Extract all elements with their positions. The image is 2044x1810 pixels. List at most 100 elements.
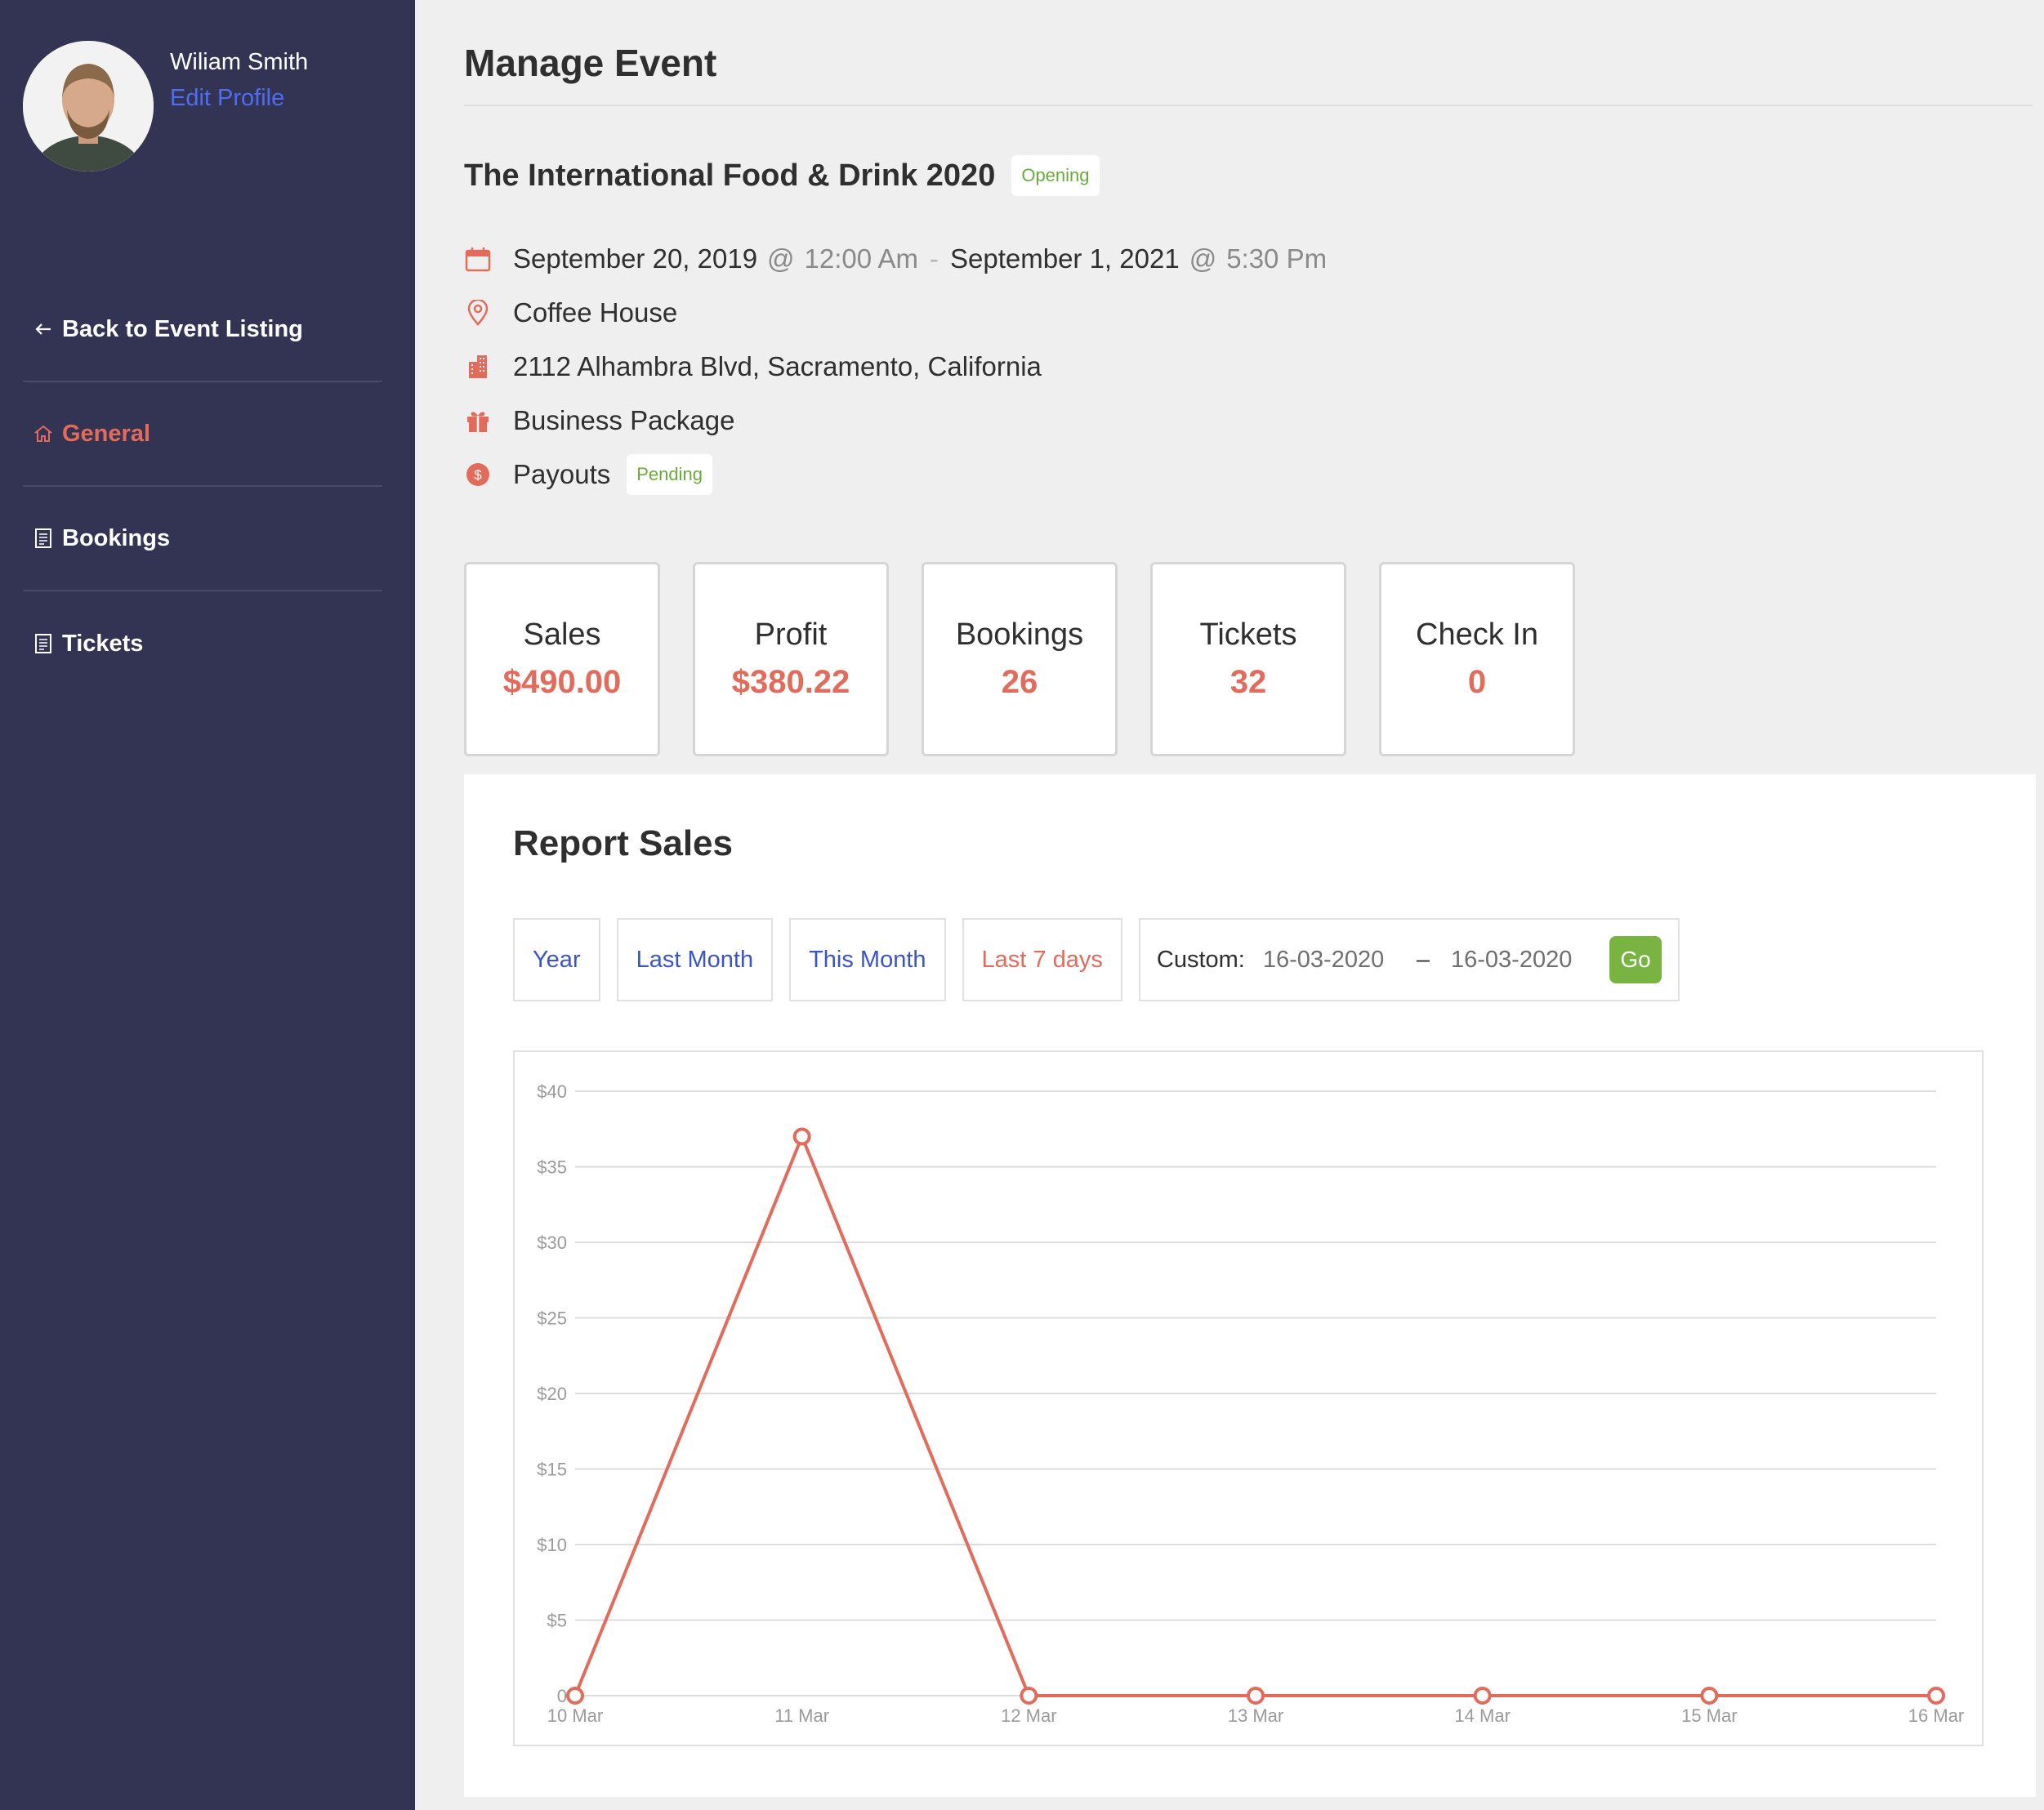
stat-value: 32 [1230,664,1267,700]
y-tick-label: $40 [537,1081,567,1102]
date-from-input[interactable] [1262,946,1402,974]
report-sales-panel: Report Sales Year Last Month This Month … [464,774,2036,1797]
y-tick-label: $15 [537,1460,567,1480]
filter-this-month-button[interactable]: This Month [789,918,946,1001]
package-name: Business Package [513,405,735,435]
svg-text:$: $ [474,467,482,483]
date-to-input[interactable] [1451,946,1590,974]
event-address: 2112 Alhambra Blvd, Sacramento, Californ… [464,340,1327,394]
calendar-icon [464,245,492,273]
stat-card-profit: Profit $380.22 [693,562,889,756]
stat-card-check-in: Check In 0 [1379,562,1575,756]
data-point [1247,1687,1265,1705]
custom-label: Custom: [1156,946,1245,973]
back-label: Back to Event Listing [62,315,303,342]
x-tick-label: 11 Mar [774,1705,829,1726]
filter-year-button[interactable]: Year [513,918,600,1001]
payouts-status-badge: Pending [627,454,712,495]
y-tick-label: $35 [537,1157,567,1178]
main-content: Manage Event The International Food & Dr… [415,0,2044,1810]
data-point [1700,1687,1719,1705]
event-details: September 20, 2019 @ 12:00 Am - Septembe… [464,232,1327,502]
stat-value: 26 [1001,664,1038,700]
filter-last-7-days-button[interactable]: Last 7 days [962,918,1122,1001]
sidebar-item-bookings[interactable]: Bookings [23,487,382,591]
gift-icon [464,407,492,435]
report-title: Report Sales [513,823,733,863]
avatar[interactable] [23,41,154,172]
data-point [1927,1687,1945,1705]
x-tick-label: 13 Mar [1228,1705,1283,1726]
stat-label: Check In [1416,617,1538,652]
home-icon [33,423,54,444]
event-venue: Coffee House [464,286,1327,340]
edit-profile-link[interactable]: Edit Profile [170,85,285,111]
address-text: 2112 Alhambra Blvd, Sacramento, Californ… [513,351,1042,381]
report-filters: Year Last Month This Month Last 7 days C… [513,918,1680,1001]
data-point [1020,1687,1038,1705]
stat-label: Sales [523,617,601,652]
x-tick-label: 10 Mar [547,1705,603,1726]
sidebar-item-tickets[interactable]: Tickets [23,591,382,696]
building-icon [464,353,492,381]
data-point [792,1127,811,1146]
sidebar: Wiliam Smith Edit Profile Back to Event … [0,0,415,1810]
event-payouts: $ Payouts Pending [464,448,1327,502]
date-separator: – [1416,946,1430,973]
venue-name: Coffee House [513,297,678,328]
user-name: Wiliam Smith [170,49,309,75]
stat-card-tickets: Tickets 32 [1150,562,1346,756]
y-tick-label: $20 [537,1384,567,1404]
stat-value: 0 [1467,664,1487,700]
at-symbol: @ [1189,243,1217,274]
sidebar-item-general[interactable]: General [23,382,382,487]
event-title: The International Food & Drink 2020 [464,158,996,193]
payouts-label: Payouts [513,459,611,489]
filter-last-month-button[interactable]: Last Month [616,918,774,1001]
stats-row: Sales $490.00 Profit $380.22 Bookings 26… [464,562,1608,756]
sidebar-item-label: General [62,420,150,447]
start-time: 12:00 Am [804,243,918,274]
event-package: Business Package [464,394,1327,448]
stat-label: Bookings [955,617,1084,652]
go-button[interactable]: Go [1609,936,1662,983]
y-tick-label: 0 [557,1686,567,1706]
data-point [1473,1687,1492,1705]
sidebar-item-label: Bookings [62,524,171,551]
stat-value: $380.22 [731,664,850,700]
sidebar-item-label: Tickets [62,630,144,657]
x-tick-label: 16 Mar [1908,1705,1964,1726]
location-pin-icon [464,299,492,327]
y-tick-label: $5 [547,1611,567,1631]
stat-value: $490.00 [502,664,622,700]
event-dates: September 20, 2019 @ 12:00 Am - Septembe… [464,232,1327,286]
event-header: The International Food & Drink 2020 Open… [464,155,1100,196]
stat-card-bookings: Bookings 26 [922,562,1118,756]
title-divider [464,105,2033,106]
status-badge: Opening [1011,155,1100,196]
stat-label: Profit [754,617,828,652]
x-tick-label: 15 Mar [1681,1705,1737,1726]
sales-line-chart: 0 $5 $10 $15 $20 $25 $30 $35 $40 10 Mar 11 Mar 12 M… [537,1081,1964,1726]
back-to-event-listing-link[interactable]: Back to Event Listing [23,278,382,382]
date-range-separator: - [929,243,939,274]
document-icon [33,528,54,549]
stat-card-sales: Sales $490.00 [464,562,660,756]
custom-range: Custom: – Go [1138,918,1680,1001]
x-tick-label: 14 Mar [1454,1705,1510,1726]
y-tick-label: $10 [537,1535,567,1555]
dollar-coin-icon: $ [464,461,492,488]
x-tick-label: 12 Mar [1001,1705,1056,1726]
sales-chart: 0 $5 $10 $15 $20 $25 $30 $35 $40 10 Mar 11 Mar 12 M… [513,1050,1984,1746]
stat-label: Tickets [1199,617,1297,652]
document-icon [33,633,54,654]
avatar-image [23,41,154,172]
y-tick-label: $30 [537,1233,567,1253]
side-nav: Back to Event Listing General Bookings T… [23,278,382,696]
user-profile: Wiliam Smith Edit Profile [23,41,308,172]
arrow-left-icon [33,319,54,340]
at-symbol: @ [767,243,795,274]
data-point [566,1687,584,1705]
series-line [573,1132,1936,1697]
y-tick-label: $25 [537,1308,567,1329]
